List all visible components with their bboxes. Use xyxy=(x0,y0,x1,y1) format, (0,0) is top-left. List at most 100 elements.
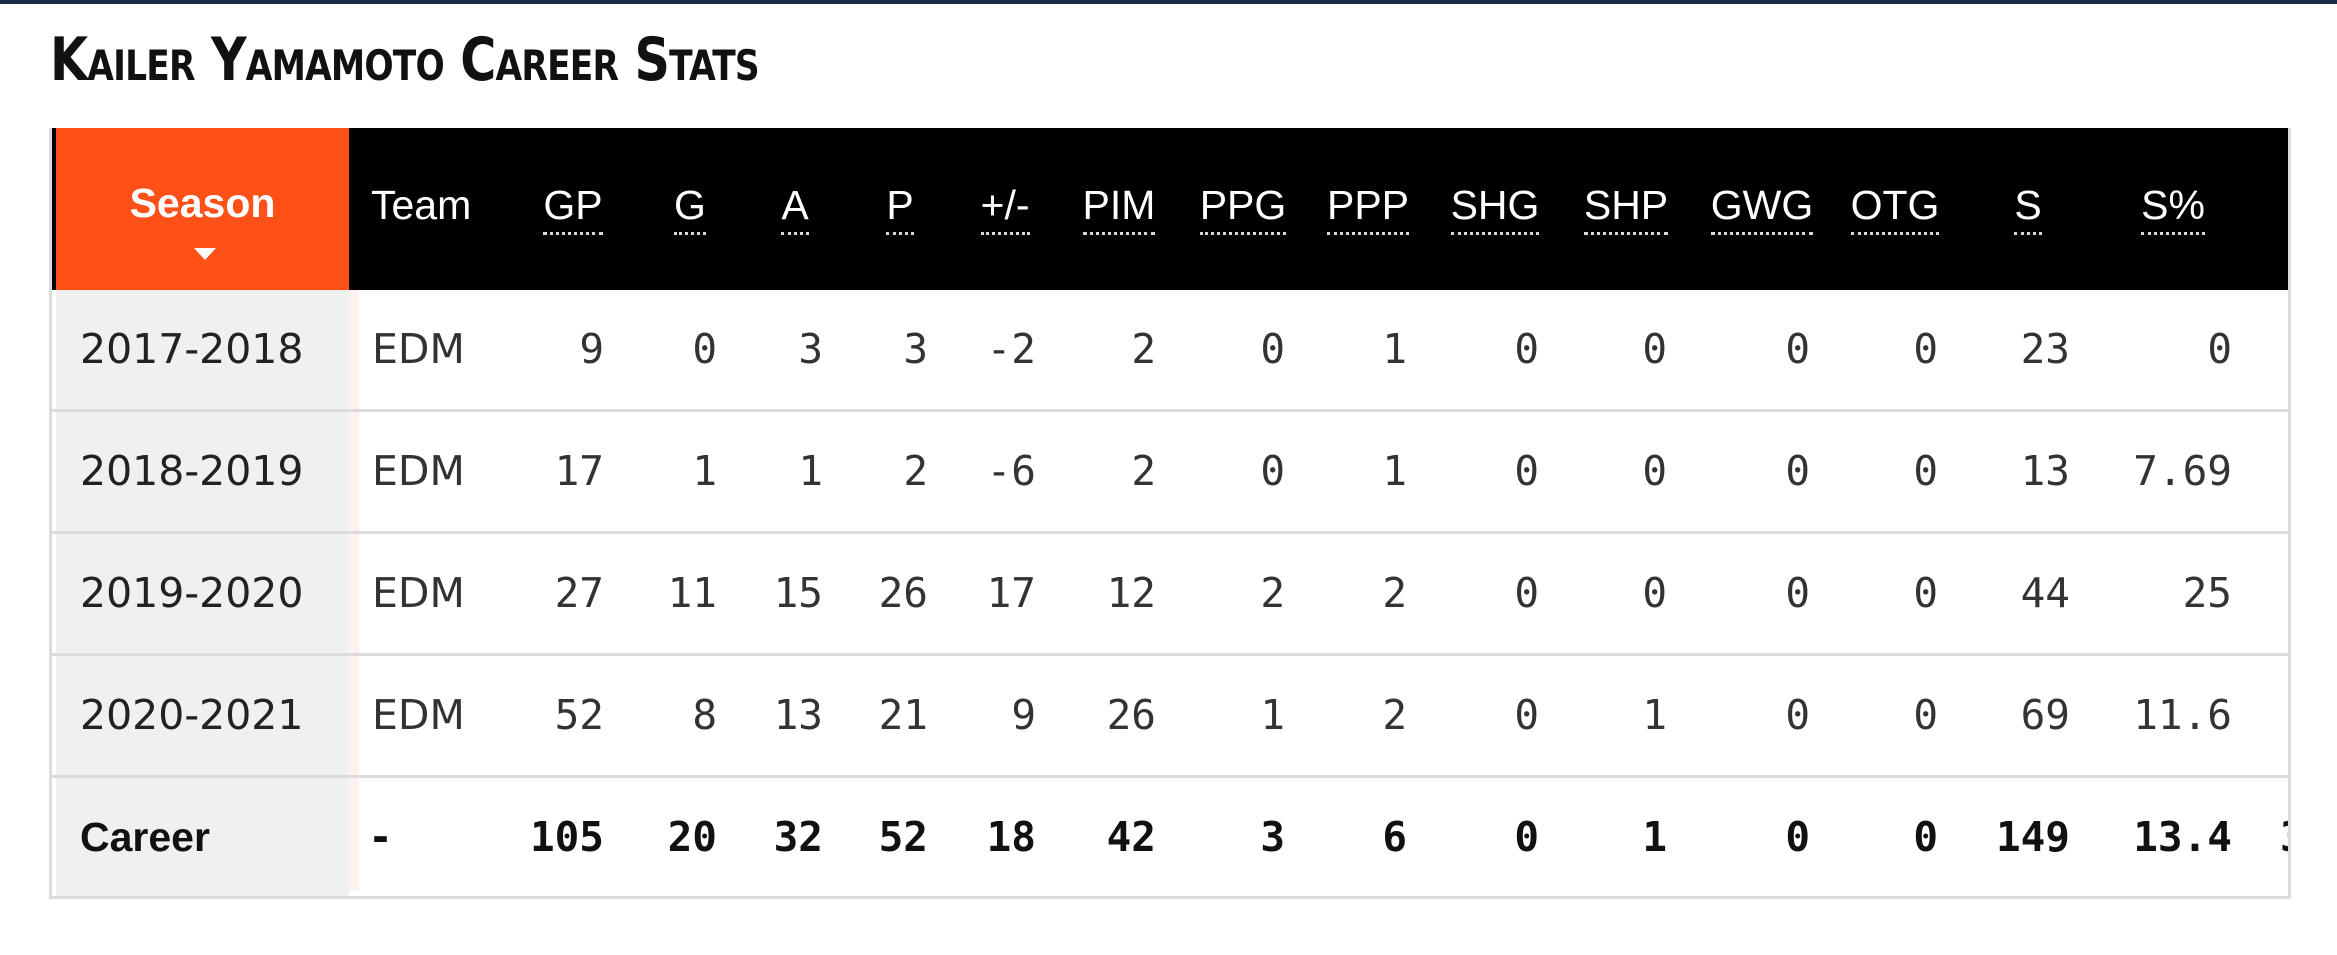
stat-s-pct: 11.6 xyxy=(2133,691,2232,739)
header-a[interactable]: A xyxy=(781,180,809,235)
stat-pim: 12 xyxy=(1106,569,1156,617)
stat-pim: 2 xyxy=(1131,447,1156,495)
stat-s-pct: 13.4 xyxy=(2133,813,2232,861)
top-accent-bar xyxy=(0,0,2337,4)
season-cell: 2019-2020 xyxy=(80,569,304,617)
header-gwg[interactable]: GWG xyxy=(1710,180,1814,235)
stat-a: 15 xyxy=(773,569,823,617)
stat-a: 3 xyxy=(798,325,823,373)
stat-p: 2 xyxy=(903,447,928,495)
stat-ppg: 0 xyxy=(1260,447,1285,495)
stat-shp: 1 xyxy=(1642,691,1667,739)
season-sort-header[interactable]: Season xyxy=(56,128,349,290)
header-otg[interactable]: OTG xyxy=(1850,180,1940,235)
stat-p: 21 xyxy=(878,691,928,739)
stat-pim: 26 xyxy=(1106,691,1156,739)
season-cell: 2017-2018 xyxy=(80,325,304,373)
table-row: 2020-2021 EDM 52 8 13 21 9 26 1 2 0 1 0 0 69 11.6 xyxy=(52,656,2288,778)
stat-ppp: 2 xyxy=(1382,569,1407,617)
team-cell: EDM xyxy=(372,447,465,495)
stat-plus-minus: -6 xyxy=(986,447,1036,495)
stat-shg: 0 xyxy=(1514,813,1539,861)
season-column-edge xyxy=(349,290,359,890)
stat-plus-minus: -2 xyxy=(986,325,1036,373)
stat-shg: 0 xyxy=(1514,569,1539,617)
stat-p: 26 xyxy=(878,569,928,617)
stat-s: 69 xyxy=(2020,691,2070,739)
stat-p: 52 xyxy=(878,813,928,861)
stat-s: 13 xyxy=(2020,447,2070,495)
stat-overflow-cell: 3 xyxy=(2280,778,2288,896)
page-title: Kailer Yamamoto Career Stats xyxy=(50,25,760,95)
stat-shp: 1 xyxy=(1642,813,1667,861)
team-header[interactable]: Team xyxy=(371,182,472,228)
table-row: 2019-2020 EDM 27 11 15 26 17 12 2 2 0 0 0 0 44 25 xyxy=(52,534,2288,656)
sort-down-icon xyxy=(194,248,216,260)
stat-ppg: 0 xyxy=(1260,325,1285,373)
stat-gp: 27 xyxy=(554,569,604,617)
stat-otg: 0 xyxy=(1913,813,1938,861)
stat-g: 0 xyxy=(692,325,717,373)
header-ppp[interactable]: PPP xyxy=(1326,180,1410,235)
stat-gp: 17 xyxy=(554,447,604,495)
stat-g: 8 xyxy=(692,691,717,739)
team-cell: EDM xyxy=(372,569,465,617)
stat-gwg: 0 xyxy=(1785,447,1810,495)
stat-shp: 0 xyxy=(1642,325,1667,373)
stat-gp: 9 xyxy=(579,325,604,373)
header-s[interactable]: S xyxy=(2014,180,2042,235)
table-row: 2018-2019 EDM 17 1 1 2 -6 2 0 1 0 0 0 0 13 7.69 xyxy=(52,412,2288,534)
stat-s-pct: 7.69 xyxy=(2133,447,2232,495)
stat-otg: 0 xyxy=(1913,569,1938,617)
career-row: Career - 105 20 32 52 18 42 3 6 0 1 0 0 149 13.4 3 xyxy=(52,778,2288,896)
stat-a: 32 xyxy=(773,813,823,861)
stat-s: 149 xyxy=(1995,813,2070,861)
stat-pim: 42 xyxy=(1106,813,1156,861)
stat-otg: 0 xyxy=(1913,447,1938,495)
season-cell: 2018-2019 xyxy=(80,447,304,495)
stat-otg: 0 xyxy=(1913,691,1938,739)
stat-gwg: 0 xyxy=(1785,325,1810,373)
stat-gp: 52 xyxy=(554,691,604,739)
stat-otg: 0 xyxy=(1913,325,1938,373)
stat-s: 44 xyxy=(2020,569,2070,617)
stat-shg: 0 xyxy=(1514,447,1539,495)
header-shg[interactable]: SHG xyxy=(1450,180,1540,235)
header-s-pct[interactable]: S% xyxy=(2141,180,2205,235)
table-row: 2017-2018 EDM 9 0 3 3 -2 2 0 1 0 0 0 0 23 0 xyxy=(52,290,2288,412)
season-cell: 2020-2021 xyxy=(80,691,304,739)
stat-shp: 0 xyxy=(1642,569,1667,617)
stat-shg: 0 xyxy=(1514,691,1539,739)
stat-gwg: 0 xyxy=(1785,813,1810,861)
stat-shp: 0 xyxy=(1642,447,1667,495)
stat-gp: 105 xyxy=(529,813,604,861)
stat-plus-minus: 9 xyxy=(1011,691,1036,739)
team-cell: EDM xyxy=(372,325,465,373)
stat-ppg: 3 xyxy=(1260,813,1285,861)
stat-plus-minus: 18 xyxy=(986,813,1036,861)
stat-pim: 2 xyxy=(1131,325,1156,373)
stat-s: 23 xyxy=(2020,325,2070,373)
stat-ppg: 1 xyxy=(1260,691,1285,739)
season-column-bg xyxy=(56,290,349,896)
stat-s-pct: 0 xyxy=(2207,325,2232,373)
stat-ppp: 1 xyxy=(1382,325,1407,373)
stat-a: 1 xyxy=(798,447,823,495)
header-plus-minus[interactable]: +/- xyxy=(980,180,1030,235)
season-header-label: Season xyxy=(129,180,276,226)
stat-gwg: 0 xyxy=(1785,569,1810,617)
header-shp[interactable]: SHP xyxy=(1583,180,1669,235)
header-gp[interactable]: GP xyxy=(543,180,603,235)
stat-plus-minus: 17 xyxy=(986,569,1036,617)
stat-ppg: 2 xyxy=(1260,569,1285,617)
stat-ppp: 2 xyxy=(1382,691,1407,739)
season-cell: Career xyxy=(80,814,210,860)
stat-a: 13 xyxy=(773,691,823,739)
header-p[interactable]: P xyxy=(886,180,914,235)
stat-ppp: 6 xyxy=(1382,813,1407,861)
header-ppg[interactable]: PPG xyxy=(1199,180,1287,235)
table-header: Season Team GP G A P +/- PIM PPG PPP SHG SHP GWG OT… xyxy=(52,128,2288,290)
header-pim[interactable]: PIM xyxy=(1082,180,1156,235)
stat-gwg: 0 xyxy=(1785,691,1810,739)
header-g[interactable]: G xyxy=(674,180,706,235)
